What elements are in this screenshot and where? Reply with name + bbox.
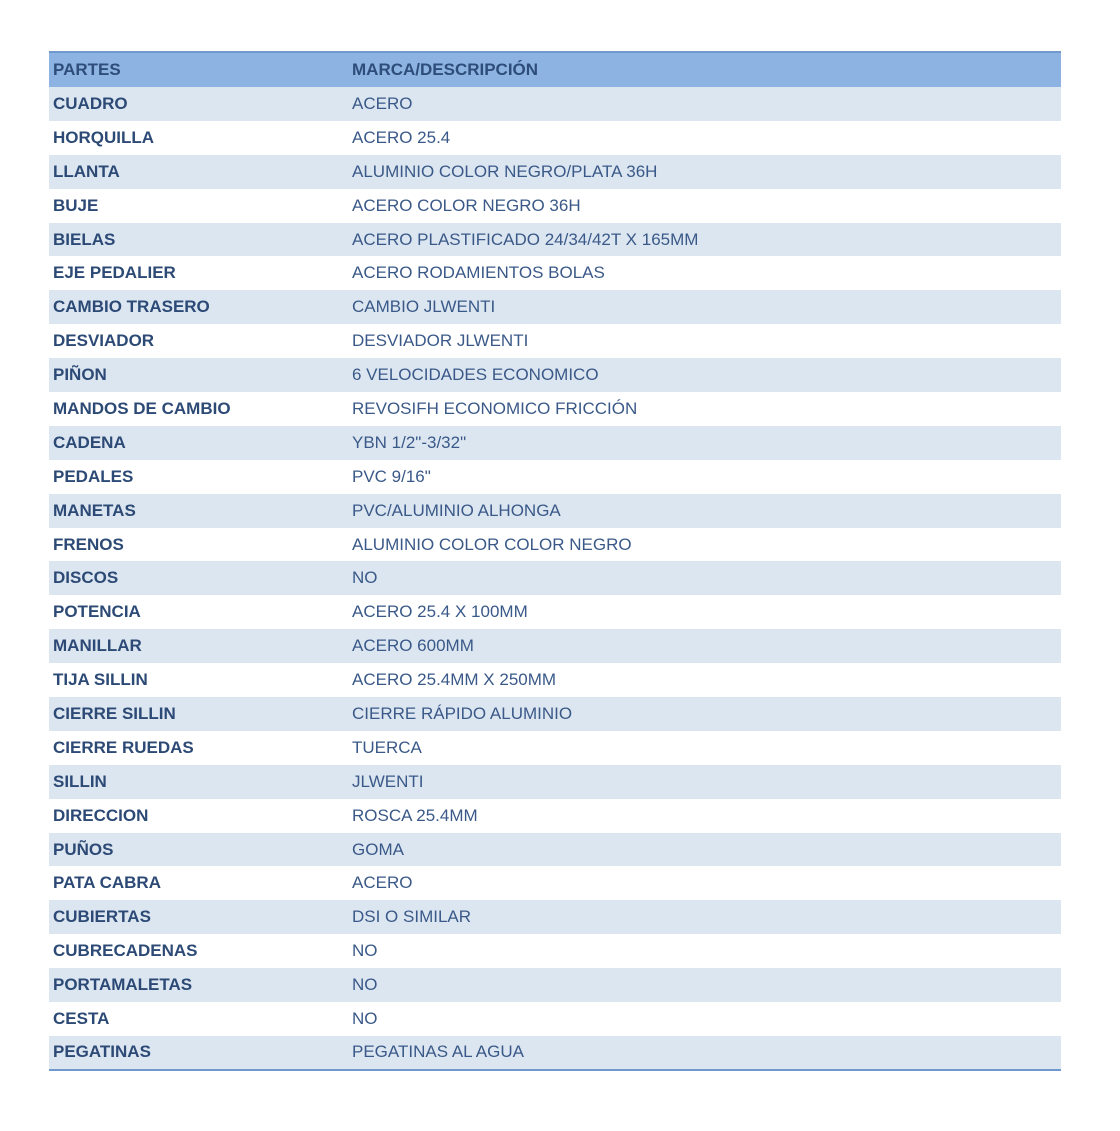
- table-row: DIRECCION ROSCA 25.4MM: [49, 799, 1061, 833]
- part-description: ACERO PLASTIFICADO 24/34/42T X 165MM: [352, 229, 699, 249]
- table-row: BIELAS ACERO PLASTIFICADO 24/34/42T X 165…: [49, 222, 1061, 257]
- part-name: DISCOS: [53, 568, 119, 588]
- part-name: CIERRE RUEDAS: [53, 737, 194, 757]
- part-description: ACERO: [352, 873, 413, 893]
- part-description: ACERO COLOR NEGRO 36H: [352, 195, 581, 215]
- part-name: CUADRO: [53, 93, 128, 113]
- part-description: JLWENTI: [352, 771, 424, 791]
- part-name: POTENCIA: [53, 602, 141, 622]
- part-description: CAMBIO JLWENTI: [352, 297, 496, 317]
- table-row: LLANTA ALUMINIO COLOR NEGRO/PLATA 36H: [49, 154, 1061, 189]
- part-description: ACERO 25.4MM X 250MM: [352, 670, 557, 690]
- header-description: MARCA/DESCRIPCIÓN: [352, 60, 539, 79]
- part-description: PEGATINAS AL AGUA: [352, 1042, 524, 1062]
- part-description: ALUMINIO COLOR COLOR NEGRO: [352, 534, 632, 554]
- table-row: PIÑON 6 VELOCIDADES ECONOMICO: [49, 358, 1061, 393]
- table-row: CIERRE RUEDAS TUERCA: [49, 731, 1061, 765]
- part-description: CIERRE RÁPIDO ALUMINIO: [352, 703, 573, 723]
- table-row: CUBIERTAS DSI O SIMILAR: [49, 900, 1061, 935]
- part-name: MANETAS: [53, 500, 136, 520]
- part-description: ROSCA 25.4MM: [352, 805, 478, 825]
- part-name: EJE PEDALIER: [53, 263, 176, 283]
- part-description: 6 VELOCIDADES ECONOMICO: [352, 365, 599, 385]
- table-row: CIERRE SILLIN CIERRE RÁPIDO ALUMINIO: [49, 697, 1061, 731]
- table-row: BUJE ACERO COLOR NEGRO 36H: [49, 189, 1061, 223]
- parts-table: PARTES MARCA/DESCRIPCIÓN CUADRO ACERO HORQ…: [49, 51, 1061, 1071]
- part-name: SILLIN: [53, 771, 107, 791]
- part-name: DESVIADOR: [53, 331, 155, 351]
- table-body: CUADRO ACERO HORQUILLA ACERO 25.4 LLANTA ALUM…: [49, 87, 1061, 1070]
- part-name: MANILLAR: [53, 636, 142, 656]
- table-header-row: PARTES MARCA/DESCRIPCIÓN: [49, 52, 1061, 87]
- part-name: PUÑOS: [53, 839, 114, 859]
- table-row: HORQUILLA ACERO 25.4: [49, 121, 1061, 155]
- part-name: CUBRECADENAS: [53, 941, 198, 961]
- part-description: ALUMINIO COLOR NEGRO/PLATA 36H: [352, 161, 658, 181]
- part-name: DIRECCION: [53, 805, 149, 825]
- part-name: BUJE: [53, 195, 99, 215]
- part-name: CUBIERTAS: [53, 907, 151, 927]
- table-row: POTENCIA ACERO 25.4 X 100MM: [49, 595, 1061, 629]
- part-name: TIJA SILLIN: [53, 670, 148, 690]
- part-description: ACERO 600MM: [352, 636, 474, 656]
- table-row: CUADRO ACERO: [49, 87, 1061, 121]
- table-row: DISCOS NO: [49, 561, 1061, 596]
- table-row: DESVIADOR DESVIADOR JLWENTI: [49, 324, 1061, 358]
- part-description: PVC 9/16": [352, 466, 431, 486]
- part-description: NO: [352, 568, 378, 588]
- part-name: LLANTA: [53, 161, 120, 181]
- part-name: BIELAS: [53, 229, 116, 249]
- table-row: CAMBIO TRASERO CAMBIO JLWENTI: [49, 290, 1061, 325]
- part-name: MANDOS DE CAMBIO: [53, 398, 231, 418]
- part-description: NO: [352, 975, 378, 995]
- part-name: PATA CABRA: [53, 873, 161, 893]
- part-description: DESVIADOR JLWENTI: [352, 331, 529, 351]
- part-name: CIERRE SILLIN: [53, 703, 176, 723]
- part-name: CADENA: [53, 432, 126, 452]
- table-row: CESTA NO: [49, 1002, 1061, 1036]
- part-description: DSI O SIMILAR: [352, 907, 472, 927]
- table-row: SILLIN JLWENTI: [49, 764, 1061, 799]
- part-description: NO: [352, 1008, 378, 1028]
- table-row: CADENA YBN 1/2"-3/32": [49, 425, 1061, 460]
- part-description: ACERO 25.4: [352, 127, 451, 147]
- header-parts: PARTES: [53, 60, 121, 79]
- table-row: PEDALES PVC 9/16": [49, 460, 1061, 494]
- part-name: PIÑON: [53, 365, 107, 385]
- part-name: PORTAMALETAS: [53, 975, 193, 995]
- table-row: MANETAS PVC/ALUMINIO ALHONGA: [49, 493, 1061, 528]
- table-row: PEGATINAS PEGATINAS AL AGUA: [49, 1035, 1061, 1070]
- table-row: PUÑOS GOMA: [49, 832, 1061, 867]
- part-description: REVOSIFH ECONOMICO FRICCIÓN: [352, 398, 638, 418]
- part-name: PEGATINAS: [53, 1042, 151, 1062]
- part-description: NO: [352, 941, 378, 961]
- part-name: HORQUILLA: [53, 127, 155, 147]
- table-row: MANDOS DE CAMBIO REVOSIFH ECONOMICO FRICC…: [49, 392, 1061, 426]
- table-row: MANILLAR ACERO 600MM: [49, 629, 1061, 664]
- part-description: ACERO: [352, 93, 413, 113]
- part-name: CESTA: [53, 1008, 110, 1028]
- part-description: ACERO RODAMIENTOS BOLAS: [352, 263, 605, 283]
- table-row: CUBRECADENAS NO: [49, 934, 1061, 968]
- table-row: EJE PEDALIER ACERO RODAMIENTOS BOLAS: [49, 256, 1061, 290]
- part-name: CAMBIO TRASERO: [53, 297, 210, 317]
- table-row: TIJA SILLIN ACERO 25.4MM X 250MM: [49, 663, 1061, 697]
- part-description: GOMA: [352, 839, 404, 859]
- part-name: PEDALES: [53, 466, 134, 486]
- part-description: YBN 1/2"-3/32": [352, 432, 467, 452]
- part-name: FRENOS: [53, 534, 124, 554]
- table-row: PORTAMALETAS NO: [49, 968, 1061, 1003]
- part-description: PVC/ALUMINIO ALHONGA: [352, 500, 561, 520]
- table-row: FRENOS ALUMINIO COLOR COLOR NEGRO: [49, 528, 1061, 562]
- table-row: PATA CABRA ACERO: [49, 866, 1061, 900]
- part-description: TUERCA: [352, 737, 422, 757]
- part-description: ACERO 25.4 X 100MM: [352, 602, 528, 622]
